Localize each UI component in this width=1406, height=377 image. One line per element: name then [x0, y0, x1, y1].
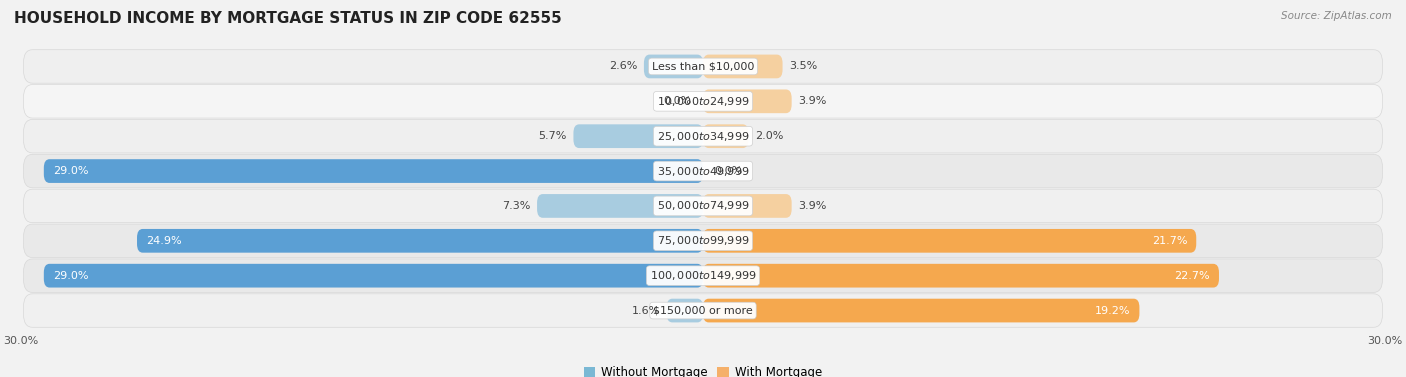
FancyBboxPatch shape: [44, 264, 703, 288]
Text: $10,000 to $24,999: $10,000 to $24,999: [657, 95, 749, 108]
FancyBboxPatch shape: [703, 194, 792, 218]
FancyBboxPatch shape: [24, 189, 1382, 223]
FancyBboxPatch shape: [24, 259, 1382, 293]
Text: 1.6%: 1.6%: [631, 305, 659, 316]
Text: 3.5%: 3.5%: [789, 61, 818, 72]
FancyBboxPatch shape: [703, 229, 1197, 253]
FancyBboxPatch shape: [703, 299, 1139, 322]
Text: 0.0%: 0.0%: [664, 96, 692, 106]
Text: 7.3%: 7.3%: [502, 201, 530, 211]
Text: 2.0%: 2.0%: [755, 131, 783, 141]
Text: 3.9%: 3.9%: [799, 96, 827, 106]
Legend: Without Mortgage, With Mortgage: Without Mortgage, With Mortgage: [579, 361, 827, 377]
Text: 21.7%: 21.7%: [1152, 236, 1187, 246]
Text: 22.7%: 22.7%: [1174, 271, 1211, 281]
Text: 29.0%: 29.0%: [53, 166, 89, 176]
Text: $75,000 to $99,999: $75,000 to $99,999: [657, 234, 749, 247]
Text: 3.9%: 3.9%: [799, 201, 827, 211]
FancyBboxPatch shape: [136, 229, 703, 253]
Text: HOUSEHOLD INCOME BY MORTGAGE STATUS IN ZIP CODE 62555: HOUSEHOLD INCOME BY MORTGAGE STATUS IN Z…: [14, 11, 562, 26]
FancyBboxPatch shape: [24, 120, 1382, 153]
Text: $35,000 to $49,999: $35,000 to $49,999: [657, 165, 749, 178]
FancyBboxPatch shape: [24, 294, 1382, 327]
Text: $50,000 to $74,999: $50,000 to $74,999: [657, 199, 749, 212]
FancyBboxPatch shape: [703, 124, 748, 148]
FancyBboxPatch shape: [703, 264, 1219, 288]
FancyBboxPatch shape: [703, 55, 783, 78]
Text: 0.0%: 0.0%: [714, 166, 742, 176]
Text: 2.6%: 2.6%: [609, 61, 637, 72]
FancyBboxPatch shape: [24, 50, 1382, 83]
Text: 24.9%: 24.9%: [146, 236, 181, 246]
Text: Less than $10,000: Less than $10,000: [652, 61, 754, 72]
Text: 5.7%: 5.7%: [538, 131, 567, 141]
Text: $25,000 to $34,999: $25,000 to $34,999: [657, 130, 749, 143]
Text: $150,000 or more: $150,000 or more: [654, 305, 752, 316]
Text: $100,000 to $149,999: $100,000 to $149,999: [650, 269, 756, 282]
Text: 29.0%: 29.0%: [53, 271, 89, 281]
FancyBboxPatch shape: [666, 299, 703, 322]
FancyBboxPatch shape: [24, 154, 1382, 188]
FancyBboxPatch shape: [24, 84, 1382, 118]
Text: Source: ZipAtlas.com: Source: ZipAtlas.com: [1281, 11, 1392, 21]
FancyBboxPatch shape: [24, 224, 1382, 257]
FancyBboxPatch shape: [44, 159, 703, 183]
FancyBboxPatch shape: [644, 55, 703, 78]
FancyBboxPatch shape: [537, 194, 703, 218]
FancyBboxPatch shape: [574, 124, 703, 148]
FancyBboxPatch shape: [703, 89, 792, 113]
Text: 19.2%: 19.2%: [1095, 305, 1130, 316]
